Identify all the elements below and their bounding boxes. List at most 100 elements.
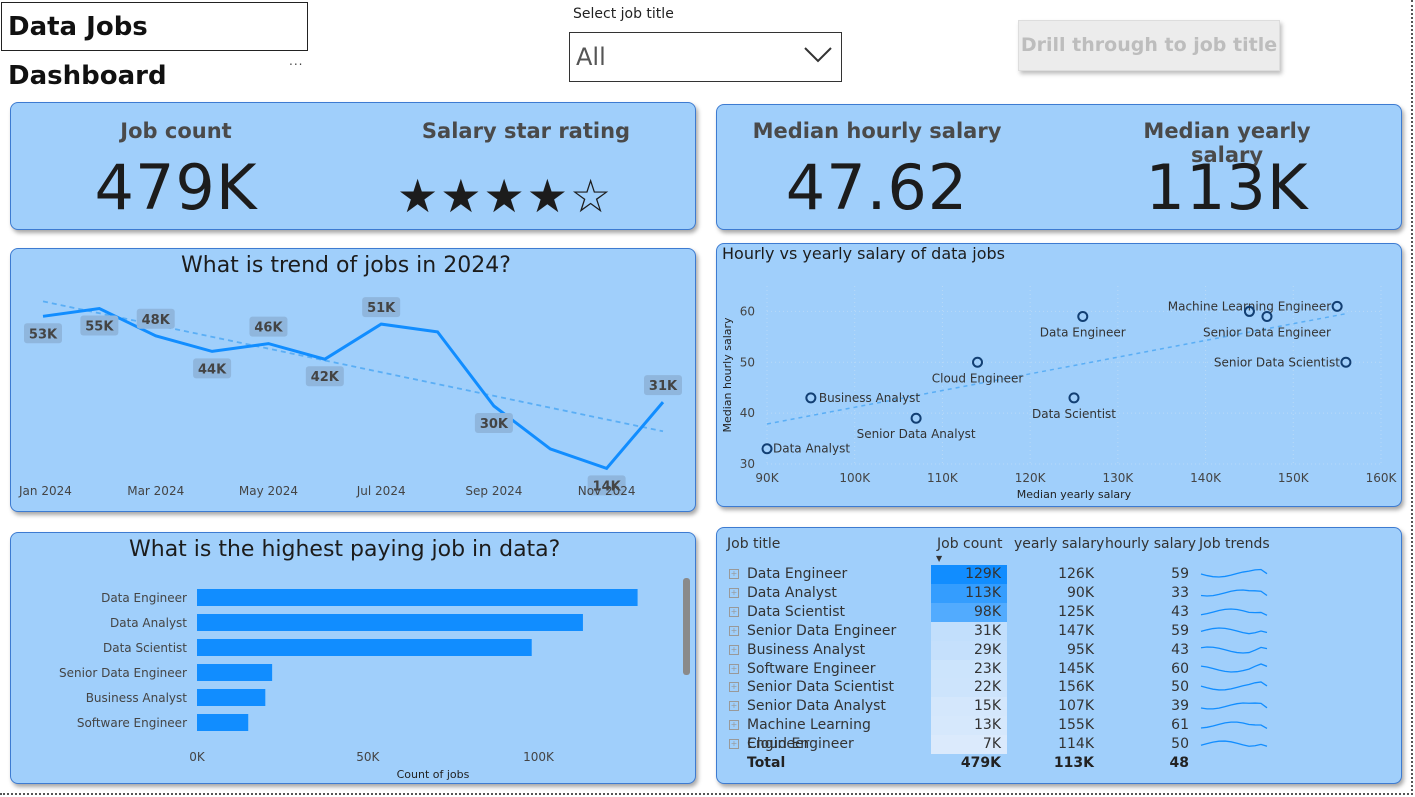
cell-title: Machine Learning Engineer xyxy=(747,717,871,753)
x-tick-label: Jan 2024 xyxy=(18,484,72,498)
header-hourly-salary[interactable]: hourly salary xyxy=(1105,536,1197,552)
data-label-text: 14K xyxy=(593,479,622,494)
cell-yearly: 126K xyxy=(1058,566,1094,582)
data-label-bg xyxy=(362,297,401,318)
expand-icon[interactable]: + xyxy=(729,663,739,674)
cell-hourly: 59 xyxy=(1171,566,1189,582)
x-tick-label: Mar 2024 xyxy=(127,484,184,498)
header-job-title[interactable]: Job title xyxy=(727,536,781,552)
data-label-text: 46K xyxy=(254,321,283,336)
point-label: Data Scientist xyxy=(1032,407,1116,421)
bar xyxy=(197,589,638,606)
cell-title: Senior Data Engineer xyxy=(747,622,897,639)
cell-hourly: 48 xyxy=(1169,755,1189,771)
expand-icon[interactable]: + xyxy=(729,720,739,731)
data-label: 31K xyxy=(644,375,682,396)
job-count-label: Job count xyxy=(120,119,232,143)
table-row[interactable]: + Data Engineer 129K 126K 59 xyxy=(717,565,1401,584)
expand-icon[interactable]: + xyxy=(729,625,739,636)
data-point xyxy=(1077,311,1089,323)
salary-star-label: Salary star rating xyxy=(421,119,631,143)
cell-count: 113K xyxy=(965,584,1001,601)
dashboard-title: Data Jobs Dashboard xyxy=(1,2,308,91)
cell-hourly: 43 xyxy=(1171,603,1189,620)
job-trend-sparkline xyxy=(1200,627,1268,635)
data-label: 14K xyxy=(587,475,626,496)
salary-scatter-chart[interactable]: 30 40 50 60 90K 100K 110K 120K 130K 140K 150K 160K D… xyxy=(717,244,1401,506)
category-label: Software Engineer xyxy=(77,716,187,730)
data-label-bg xyxy=(80,315,119,336)
expand-icon[interactable]: + xyxy=(729,606,739,617)
data-label: 30K xyxy=(474,413,513,433)
data-label: 48K xyxy=(136,308,175,329)
table-row[interactable]: + Software Engineer 23K 145K 60 xyxy=(717,659,1401,679)
drill-through-button[interactable]: Drill through to job title xyxy=(1018,20,1280,71)
chart-scrollbar[interactable] xyxy=(683,578,690,675)
job-trend-sparkline xyxy=(1200,721,1268,730)
header-yearly-salary[interactable]: yearly salary xyxy=(1014,536,1105,552)
cell-yearly: 155K xyxy=(1058,717,1094,734)
table-row[interactable]: + Data Scientist 98K 125K 43 xyxy=(717,602,1401,622)
header-job-count[interactable]: Job count xyxy=(937,536,1003,552)
count-heat-cell xyxy=(931,697,1007,717)
table-row[interactable]: + Cloud Engineer 7K 114K 50 xyxy=(717,735,1401,755)
sparkline-path xyxy=(1200,681,1268,691)
expand-icon[interactable]: + xyxy=(729,644,739,655)
cell-yearly: 145K xyxy=(1058,660,1094,677)
cell-yearly: 90K xyxy=(1067,584,1094,601)
data-point xyxy=(1331,300,1343,312)
x-axis-title: Median yearly salary xyxy=(1017,488,1132,501)
cell-count: 31K xyxy=(974,622,1001,639)
x-tick-label: 0K xyxy=(189,750,206,764)
table-row[interactable]: + Senior Data Engineer 31K 147K 59 xyxy=(717,621,1401,641)
category-label: Senior Data Engineer xyxy=(59,666,187,680)
cell-count: 15K xyxy=(974,698,1001,715)
expand-icon[interactable]: + xyxy=(729,587,739,598)
data-label-bg xyxy=(587,475,626,496)
point-label: Senior Data Scientist xyxy=(1214,355,1340,369)
table-row[interactable]: + Business Analyst 29K 95K 43 xyxy=(717,640,1401,660)
header-job-trends[interactable]: Job trends xyxy=(1199,536,1270,552)
count-heat-cell xyxy=(931,602,1007,622)
table-row[interactable]: + Machine Learning Engineer 13K 155K 61 xyxy=(717,716,1401,753)
expand-icon[interactable]: + xyxy=(729,701,739,712)
more-options-icon[interactable]: ... xyxy=(289,54,304,68)
cell-hourly: 43 xyxy=(1171,641,1189,658)
x-tick-label: 100K xyxy=(839,471,871,485)
x-tick-label: Jul 2024 xyxy=(356,484,406,498)
expand-icon[interactable]: + xyxy=(729,739,739,750)
table-total-row: Total 479K 113K 48 xyxy=(717,754,1401,773)
top-paying-chart[interactable]: Data Engineer Data Analyst Data Scientist S… xyxy=(11,533,695,783)
bar xyxy=(197,639,532,656)
sparkline-path xyxy=(1200,662,1268,673)
salary-scatter-card: Hourly vs yearly salary of data jobs 30 4… xyxy=(716,243,1402,507)
kpi-card-salary: Median hourly salary 47.62 Median yearly… xyxy=(716,104,1402,230)
sort-descending-icon: ▼ xyxy=(936,554,943,563)
jobs-trend-chart[interactable]: 53K 55K 48K 44K 46K 42K 51K 30K 14K 31K Jan 2024 Ma… xyxy=(11,249,695,511)
table-row[interactable]: + Senior Data Scientist 22K 156K 50 xyxy=(717,678,1401,698)
table-row[interactable]: + Data Analyst 113K 90K 33 xyxy=(717,583,1401,603)
cell-title: Data Analyst xyxy=(747,584,837,601)
job-trend-sparkline xyxy=(1200,608,1268,616)
sparkline-path xyxy=(1200,608,1268,616)
expand-icon[interactable]: + xyxy=(729,682,739,693)
data-label-bg xyxy=(193,358,232,379)
cell-yearly: 147K xyxy=(1058,622,1094,639)
data-label-bg xyxy=(474,413,513,433)
data-point xyxy=(1068,392,1080,404)
table-row[interactable]: + Senior Data Analyst 15K 107K 39 xyxy=(717,697,1401,717)
count-heat-cell xyxy=(931,583,1007,603)
job-table-card: Job title Job count ▼ yearly salary hour… xyxy=(716,527,1402,784)
job-title-slicer[interactable]: All xyxy=(569,32,842,82)
expand-icon[interactable]: + xyxy=(729,569,739,579)
sparkline-path xyxy=(1200,645,1268,654)
sparkline-path xyxy=(1200,627,1268,635)
cell-count: 479K xyxy=(960,755,1001,771)
cell-title: Data Engineer xyxy=(747,566,848,582)
sparkline-path xyxy=(1200,740,1268,747)
salary-scatter-title: Hourly vs yearly salary of data jobs xyxy=(722,244,1006,263)
job-table: Job title Job count ▼ yearly salary hour… xyxy=(717,528,1401,783)
x-tick-label: 50K xyxy=(356,750,380,764)
cell-hourly: 50 xyxy=(1171,736,1189,753)
data-point xyxy=(1243,305,1255,317)
